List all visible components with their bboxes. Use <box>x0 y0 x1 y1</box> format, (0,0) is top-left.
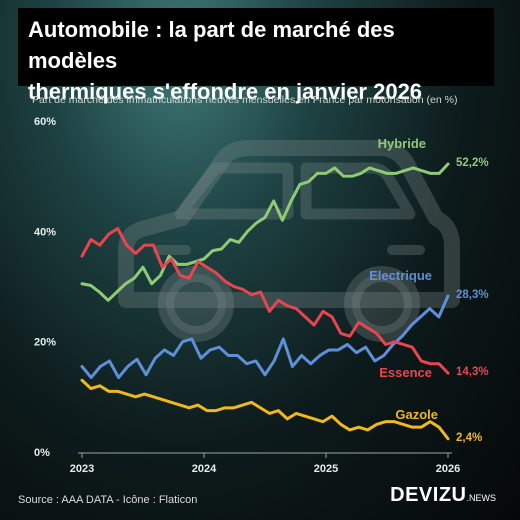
car-icon <box>118 140 460 342</box>
series-name-label: Electrique <box>369 268 432 283</box>
series-end-value-label: 2,4% <box>456 432 482 444</box>
brand-logo: DEVIZU.NEWS <box>390 484 496 507</box>
x-tick-label: 2025 <box>314 463 338 475</box>
chart-title-line2: thermiques s'effondre en janvier 2026 <box>28 79 423 104</box>
series-line-hybride <box>80 162 450 302</box>
y-tick-label: 40% <box>34 226 56 238</box>
brand-name: DEVIZU <box>390 484 467 506</box>
chart-subtitle: Part de marché des immatriculations neuv… <box>32 94 458 106</box>
title-box: Automobile : la part de marché des modèl… <box>18 8 494 104</box>
series-name-label: Essence <box>379 365 432 380</box>
series-end-value-label: 52,2% <box>456 157 489 169</box>
series-line-essence <box>80 227 450 375</box>
car-wheel-right <box>344 266 420 342</box>
series-name-label: Hybride <box>378 136 426 151</box>
car-window-left <box>174 162 294 220</box>
y-tick-label: 20% <box>34 337 56 349</box>
y-tick-label: 60% <box>34 116 56 128</box>
source-note: Source : AAA DATA - Icône : Flaticon <box>18 494 198 506</box>
x-tick-label: 2023 <box>70 463 94 475</box>
x-tick-label: 2026 <box>436 463 460 475</box>
car-wheel-left <box>158 266 234 342</box>
series-end-value-label: 28,3% <box>456 289 489 301</box>
series-line-gazole <box>80 378 450 441</box>
brand-suffix: .NEWS <box>466 493 496 503</box>
series-end-value-label: 14,3% <box>456 366 489 378</box>
car-body-outline <box>118 140 460 308</box>
series-name-label: Gazole <box>395 407 438 422</box>
chart-title-line1: Automobile : la part de marché des modèl… <box>28 17 395 73</box>
x-tick-label: 2024 <box>192 463 217 475</box>
series-line-electrique <box>80 294 450 380</box>
y-tick-label: 0% <box>34 447 50 459</box>
